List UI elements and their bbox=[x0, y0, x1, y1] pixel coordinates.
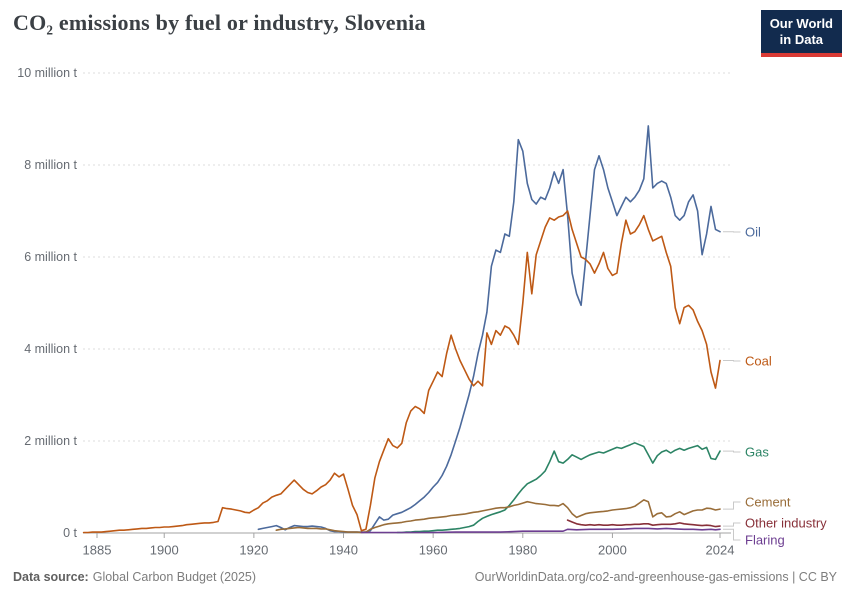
series-label-oil[interactable]: Oil bbox=[745, 225, 761, 240]
series-label-flaring[interactable]: Flaring bbox=[745, 533, 785, 548]
y-axis-label: 6 million t bbox=[24, 250, 77, 264]
series-label-gas[interactable]: Gas bbox=[745, 445, 769, 460]
series-label-connector bbox=[723, 360, 741, 362]
chart-footer: Data source: Global Carbon Budget (2025) … bbox=[13, 570, 837, 584]
chart-title: CO₂ emissions by fuel or industry, Slove… bbox=[13, 10, 426, 35]
series-line-gas[interactable] bbox=[396, 441, 721, 534]
series-line-coal[interactable] bbox=[82, 210, 721, 534]
series-line-oil[interactable] bbox=[257, 125, 721, 533]
x-axis-label: 1980 bbox=[508, 543, 537, 558]
x-axis-label: 1885 bbox=[83, 543, 112, 558]
x-axis-label: 1920 bbox=[239, 543, 268, 558]
series-label-connector bbox=[723, 522, 741, 527]
series-label-connector bbox=[723, 450, 741, 453]
series-line-cement[interactable] bbox=[275, 499, 721, 534]
y-axis-label: 10 million t bbox=[17, 66, 77, 80]
x-axis-label: 2000 bbox=[598, 543, 627, 558]
series-label-connector bbox=[723, 528, 741, 541]
x-axis-label: 1900 bbox=[150, 543, 179, 558]
owid-logo-line1: Our World bbox=[769, 16, 833, 31]
data-source-note: Data source: Global Carbon Budget (2025) bbox=[13, 570, 256, 584]
series-label-connector bbox=[723, 501, 741, 510]
footer-citation-link[interactable]: OurWorldinData.org/co2-and-greenhouse-ga… bbox=[474, 570, 837, 584]
series-line-other-industry[interactable] bbox=[566, 519, 721, 528]
x-axis-label: 1940 bbox=[329, 543, 358, 558]
owid-logo[interactable]: Our World in Data bbox=[760, 10, 842, 57]
owid-logo-line2: in Data bbox=[779, 32, 824, 48]
x-axis-label: 2024 bbox=[706, 543, 735, 558]
data-source-value: Global Carbon Budget (2025) bbox=[92, 570, 257, 584]
series-label-cement[interactable]: Cement bbox=[745, 495, 791, 510]
series-line-flaring[interactable] bbox=[360, 527, 721, 534]
x-axis-label: 1960 bbox=[419, 543, 448, 558]
y-axis-label: 4 million t bbox=[24, 342, 77, 356]
series-label-coal[interactable]: Coal bbox=[745, 354, 772, 369]
y-axis-label: 2 million t bbox=[24, 434, 77, 448]
y-axis-label: 0 t bbox=[63, 526, 77, 540]
data-source-label: Data source: bbox=[13, 570, 89, 584]
y-axis-label: 8 million t bbox=[24, 158, 77, 172]
series-label-other-industry[interactable]: Other industry bbox=[745, 516, 827, 531]
